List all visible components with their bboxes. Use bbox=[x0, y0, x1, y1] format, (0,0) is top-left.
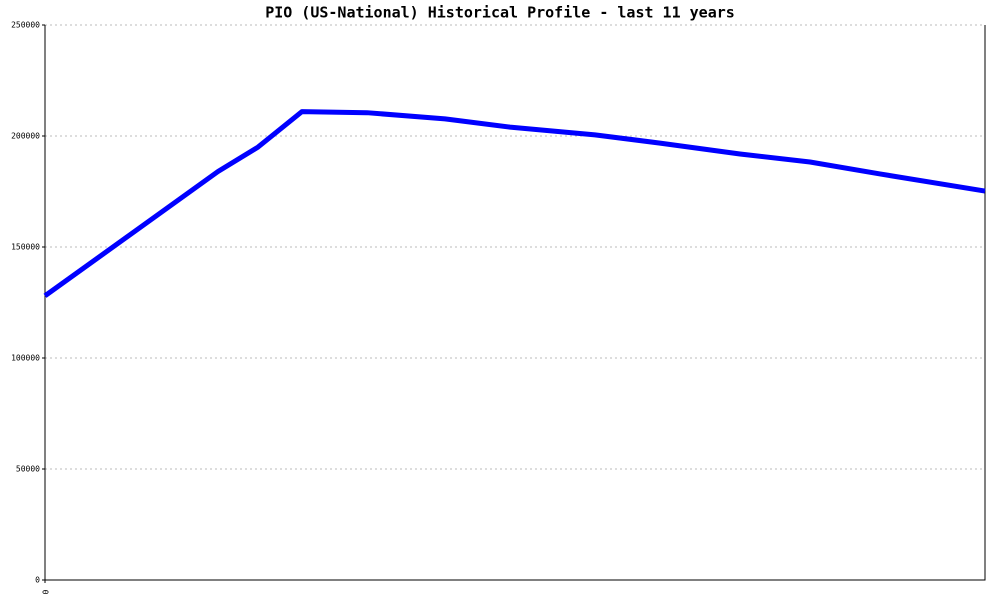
axis-frame bbox=[44, 25, 986, 581]
y-tick-label: 250000 bbox=[11, 21, 40, 30]
chart-title: PIO (US-National) Historical Profile - l… bbox=[265, 4, 735, 22]
line-series bbox=[43, 109, 986, 298]
y-tick-label: 100000 bbox=[11, 354, 40, 363]
x-tick-label: 0 bbox=[41, 590, 50, 595]
y-tick-label: 0 bbox=[35, 576, 40, 585]
y-tick-label: 200000 bbox=[11, 132, 40, 141]
y-tick-label: 50000 bbox=[16, 465, 40, 474]
y-tick-label: 150000 bbox=[11, 243, 40, 252]
